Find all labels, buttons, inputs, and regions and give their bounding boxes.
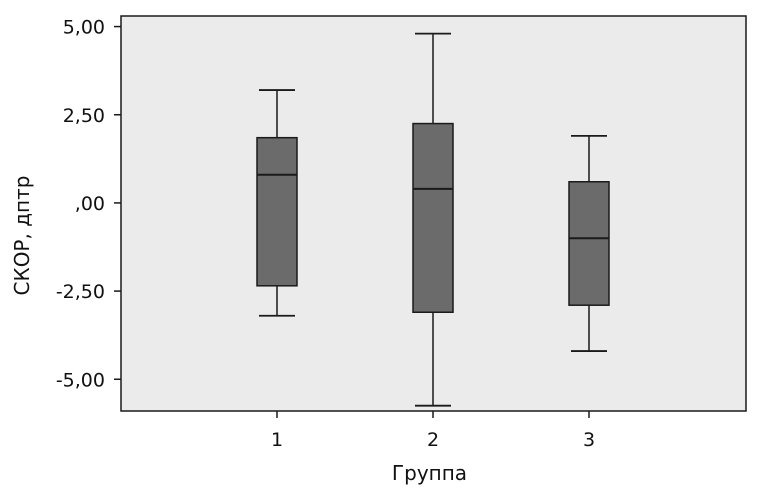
y-tick-label: ,00	[75, 193, 105, 215]
iqr-box	[568, 181, 610, 306]
y-axis-label: СКОР, дптр	[10, 176, 34, 296]
iqr-box	[256, 136, 298, 287]
x-tick-label: 1	[271, 429, 283, 451]
y-axis: 5,00 2,50 ,00 -2,50 -5,00	[56, 17, 121, 391]
x-axis-label: Группа	[392, 461, 467, 485]
x-axis: 1 2 3	[271, 411, 595, 451]
iqr-box	[412, 122, 454, 313]
box-series	[256, 32, 610, 407]
box-group	[568, 135, 610, 352]
y-tick-label: -5,00	[56, 369, 105, 391]
y-tick-label: 2,50	[63, 105, 105, 127]
y-tick-label: -2,50	[56, 281, 105, 303]
x-tick-label: 2	[427, 429, 439, 451]
box-group	[412, 32, 454, 407]
x-tick-label: 3	[583, 429, 595, 451]
box-group	[256, 89, 298, 317]
y-tick-label: 5,00	[63, 17, 105, 39]
